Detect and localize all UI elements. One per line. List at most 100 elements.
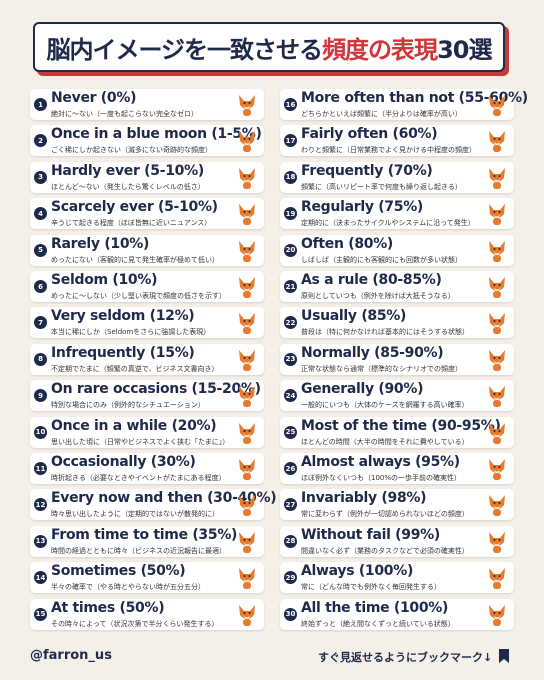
item-description: 絶対に〜ない（一度も起こらない完全なゼロ） bbox=[51, 110, 198, 118]
item-phrase: Never (0%) bbox=[51, 90, 137, 106]
item-card: 30 All the time (100%) 終始ずっと（絶え間なくずっと続いている… bbox=[280, 598, 514, 630]
item-phrase: Occasionally (30%) bbox=[51, 454, 196, 470]
fox-icon bbox=[486, 129, 508, 153]
item-card: 7 Very seldom (12%) 本当に稀にしか（Seldomをさらに強調した… bbox=[30, 307, 264, 339]
item-card: 19 Regularly (75%) 定期的に（決まったサイクルやシステムに沿って発… bbox=[280, 198, 514, 230]
item-description: 不定期でたまに（頻繁の真逆で、ビジネス文書向き） bbox=[51, 364, 219, 373]
item-number: 10 bbox=[34, 425, 47, 439]
item-description: 終始ずっと（絶え間なくずっと続いている状態） bbox=[301, 619, 455, 628]
item-card: 23 Normally (85-90%) 正常な状態なら通常（標準的なシナリオでの頻… bbox=[280, 343, 514, 375]
item-number: 15 bbox=[34, 607, 47, 621]
fox-icon bbox=[236, 129, 258, 153]
item-card: 21 As a rule (80-85%) 原則としていつも（例外を除けば大抵そうな… bbox=[280, 271, 514, 302]
item-phrase: Once in a while (20%) bbox=[51, 417, 217, 434]
item-number: 16 bbox=[284, 98, 297, 111]
item-phrase: Scarcely ever (5-10%) bbox=[51, 199, 218, 216]
item-card: 28 Without fail (99%) 間違いなく必ず（業務のタスクなどで必須の… bbox=[280, 525, 514, 557]
item-card: 26 Almost always (95%) ほぼ例外なくいつも（100%の一歩手前… bbox=[280, 453, 514, 484]
fox-icon bbox=[486, 421, 508, 445]
fox-icon bbox=[236, 530, 258, 554]
fox-icon bbox=[486, 202, 508, 226]
item-phrase: Every now and then (30-40%) bbox=[51, 490, 277, 507]
item-number: 18 bbox=[284, 170, 297, 184]
fox-icon bbox=[236, 603, 258, 627]
item-card: 16 More often than not (55-60%) どちらかといえば頻繁… bbox=[280, 89, 528, 120]
item-number: 6 bbox=[34, 280, 47, 293]
item-card: 3 Hardly ever (5-10%) ほとんど〜ない（発生したら驚くレベルの低… bbox=[30, 161, 264, 193]
fox-icon bbox=[486, 239, 508, 263]
fox-icon bbox=[486, 493, 508, 517]
item-number: 29 bbox=[284, 571, 297, 585]
item-number: 23 bbox=[284, 352, 297, 366]
item-description: 時々思い出したように（定期的ではないが散発的に） bbox=[51, 510, 219, 519]
item-phrase: Infrequently (15%) bbox=[51, 344, 195, 361]
item-number: 27 bbox=[284, 498, 297, 512]
item-number: 25 bbox=[284, 425, 297, 439]
item-card: 2 Once in a blue moon (1-5%) ごく稀にしか起きない（滅多… bbox=[30, 125, 264, 157]
item-number: 22 bbox=[284, 316, 297, 330]
item-description: 時折起きる（必要なときやイベントがたまにある程度） bbox=[51, 474, 226, 482]
fox-icon bbox=[236, 566, 258, 590]
item-card: 11 Occasionally (30%) 時折起きる（必要なときやイベントがたまに… bbox=[30, 453, 264, 484]
item-description: 間違いなく必ず（業務のタスクなどで必須の確実性） bbox=[301, 546, 469, 555]
item-phrase: Usually (85%) bbox=[301, 308, 407, 325]
fox-icon bbox=[236, 166, 258, 190]
fox-icon bbox=[236, 275, 258, 299]
fox-icon bbox=[486, 566, 508, 590]
title-part: 脳内イメージを一致させる bbox=[46, 35, 324, 64]
item-phrase: Without fail (99%) bbox=[301, 526, 440, 543]
item-card: 9 On rare occasions (15-20%) 特別な場合にのみ（例外的な… bbox=[30, 380, 264, 412]
item-number: 8 bbox=[34, 352, 47, 366]
fox-icon bbox=[236, 311, 258, 335]
fox-icon bbox=[236, 421, 258, 445]
item-description: 常に（どんな時でも例外なく毎回発生する） bbox=[301, 583, 441, 592]
item-description: 定期的に（決まったサイクルやシステムに沿って発生） bbox=[301, 219, 475, 228]
item-number: 13 bbox=[34, 534, 47, 548]
item-phrase: At times (50%) bbox=[51, 599, 165, 616]
item-phrase: On rare occasions (15-20%) bbox=[51, 381, 261, 398]
item-description: ほとんどの時間（大半の時間をそれに費やしている） bbox=[301, 437, 469, 446]
item-phrase: Often (80%) bbox=[301, 235, 394, 252]
item-number: 24 bbox=[284, 389, 297, 403]
item-description: 辛うじて起きる程度（ほぼ皆無に近いニュアンス） bbox=[51, 219, 212, 228]
item-card: 24 Generally (90%) 一般的にいつも（大体のケースを網羅する高い確率… bbox=[280, 380, 514, 412]
item-card: 29 Always (100%) 常に（どんな時でも例外なく毎回発生する） bbox=[280, 562, 514, 594]
item-card: 25 Most of the time (90-95%) ほとんどの時間（大半の時間… bbox=[280, 416, 514, 448]
item-card: 8 Infrequently (15%) 不定期でたまに（頻繁の真逆で、ビジネス文書… bbox=[30, 343, 264, 375]
item-card: 17 Fairly often (60%) わりと頻繁に（日常業務でよく見かける中程… bbox=[280, 125, 514, 157]
item-number: 2 bbox=[34, 134, 47, 148]
call-to-action: すぐ見返せるようにブックマーク↓ bbox=[318, 651, 493, 664]
item-number: 5 bbox=[34, 243, 47, 257]
fox-icon bbox=[486, 603, 508, 627]
item-card: 4 Scarcely ever (5-10%) 辛うじて起きる程度（ほぼ皆無に近いニ… bbox=[30, 198, 264, 230]
item-description: その時々によって（状況次第で半分くらい発生する） bbox=[51, 619, 219, 628]
item-number: 19 bbox=[284, 207, 297, 221]
item-card: 22 Usually (85%) 普段は（特に何かなければ基本的にはそうする状態） bbox=[280, 307, 514, 339]
fox-icon bbox=[486, 348, 508, 372]
fox-icon bbox=[236, 93, 258, 117]
fox-icon bbox=[486, 166, 508, 190]
item-phrase: Rarely (10%) bbox=[51, 235, 150, 252]
item-number: 21 bbox=[284, 280, 297, 293]
item-card: 20 Often (80%) しばしば（主観的にも客観的にも回数が多い状態） bbox=[280, 234, 514, 266]
item-phrase: Seldom (10%) bbox=[51, 272, 158, 288]
fox-icon bbox=[236, 202, 258, 226]
fox-icon bbox=[236, 348, 258, 372]
item-phrase: Regularly (75%) bbox=[301, 199, 424, 216]
item-card: 15 At times (50%) その時々によって（状況次第で半分くらい発生する） bbox=[30, 598, 264, 630]
item-phrase: Fairly often (60%) bbox=[301, 126, 438, 143]
item-phrase: Normally (85-90%) bbox=[301, 344, 444, 361]
item-number: 28 bbox=[284, 534, 297, 548]
item-description: 原則としていつも（例外を除けば大抵そうなる） bbox=[301, 292, 455, 300]
item-card: 27 Invariably (98%) 常に変わらず（例外が一切認められないほどの頻… bbox=[280, 489, 514, 521]
item-description: ほぼ例外なくいつも（100%の一歩手前の確実性） bbox=[301, 474, 462, 482]
item-number: 14 bbox=[34, 571, 47, 585]
item-number: 20 bbox=[284, 243, 297, 257]
item-card: 5 Rarely (10%) めったにない（客観的に見て発生確率が極めて低い） bbox=[30, 234, 264, 266]
fox-icon bbox=[236, 384, 258, 408]
item-number: 1 bbox=[34, 98, 47, 111]
item-number: 17 bbox=[284, 134, 297, 148]
item-description: 本当に稀にしか（Seldomをさらに強調した表現） bbox=[51, 328, 211, 337]
fox-icon bbox=[236, 493, 258, 517]
item-description: 正常な状態なら通常（標準的なシナリオでの頻度） bbox=[301, 364, 462, 373]
